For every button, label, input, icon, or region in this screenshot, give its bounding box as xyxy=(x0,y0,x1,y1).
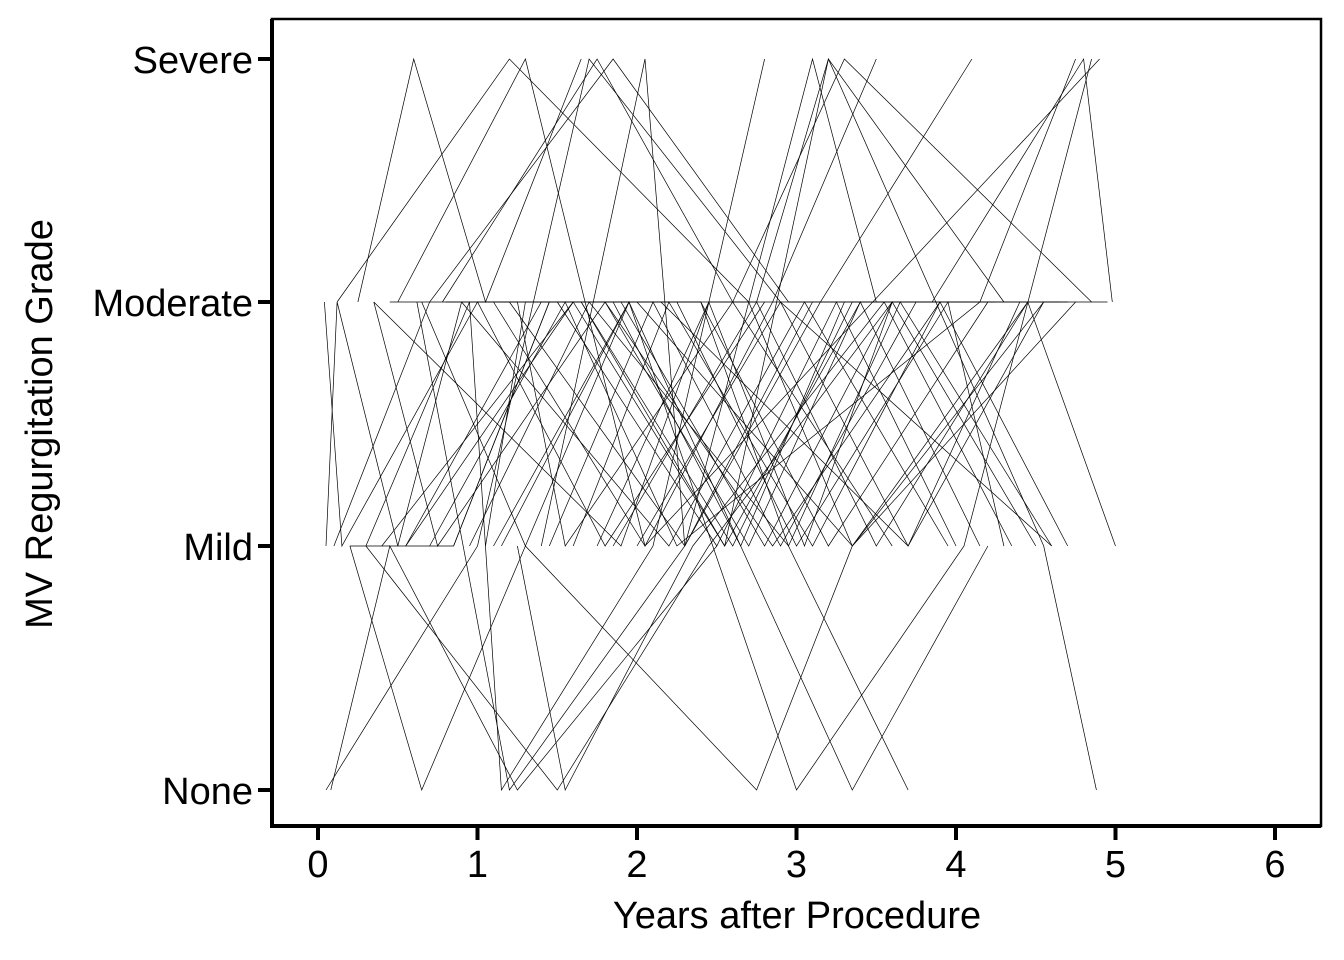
trajectory-line xyxy=(493,301,989,791)
trajectory-line xyxy=(330,545,718,791)
x-tick-label: 6 xyxy=(1264,844,1285,886)
trajectory-line xyxy=(416,301,813,791)
x-axis-ticks: 0 1 2 3 4 5 6 xyxy=(307,826,1286,886)
y-axis-title: MV Regurgitation Grade xyxy=(19,219,61,629)
trajectory-line xyxy=(572,301,1069,547)
y-tick-label: None xyxy=(162,771,253,813)
trajectory-line xyxy=(557,301,957,547)
y-tick-label: Severe xyxy=(133,40,253,82)
x-tick-label: 4 xyxy=(945,844,966,886)
trajectory-line xyxy=(357,57,582,304)
x-tick-label: 3 xyxy=(786,844,807,886)
trajectory-line xyxy=(365,58,765,792)
trajectory-line xyxy=(540,57,877,547)
x-axis-title: Years after Procedure xyxy=(613,895,981,937)
trajectory-line xyxy=(336,58,1029,547)
trajectory-line xyxy=(349,301,630,792)
trajectory-line xyxy=(397,58,1100,547)
trajectory-line xyxy=(612,301,1116,547)
trajectory-line xyxy=(517,301,1013,792)
trajectory-line xyxy=(373,301,1068,547)
y-tick-label: Moderate xyxy=(92,283,253,325)
plot-panel xyxy=(270,17,1323,828)
x-tick-label: 5 xyxy=(1105,844,1126,886)
x-tick-label: 2 xyxy=(626,844,647,886)
trajectory-line xyxy=(429,58,1076,547)
trajectory-line xyxy=(604,301,981,547)
trajectory-line xyxy=(442,58,893,547)
x-tick-label: 0 xyxy=(307,844,328,886)
trajectory-line xyxy=(501,58,1092,791)
trajectory-line xyxy=(325,301,462,547)
trajectory-line xyxy=(421,301,1076,791)
x-tick-label: 1 xyxy=(467,844,488,886)
trajectory-line xyxy=(349,301,1005,547)
trajectory-line xyxy=(325,58,1052,791)
y-tick-label: Mild xyxy=(183,527,253,569)
y-axis-ticks: None Mild Moderate Severe xyxy=(92,40,272,813)
trajectory-lines xyxy=(324,57,1116,792)
